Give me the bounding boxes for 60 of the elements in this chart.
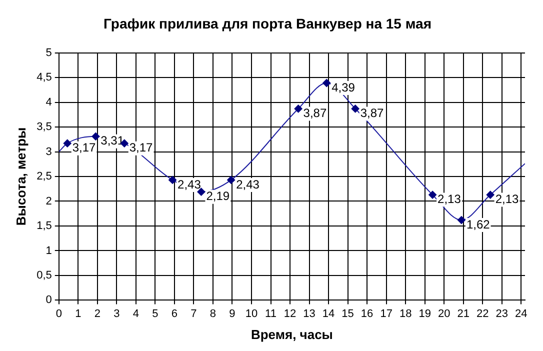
y-axis-title: Высота, метры [13, 127, 28, 226]
x-tick-label: 17 [380, 308, 392, 320]
x-tick-label: 24 [515, 308, 528, 320]
x-tick-label: 15 [342, 308, 354, 320]
point [63, 139, 72, 148]
x-tick-label: 12 [284, 308, 296, 320]
x-tick-label: 13 [303, 308, 316, 320]
x-tick-label: 6 [171, 308, 178, 320]
x-tick-label: 0 [56, 308, 62, 320]
point [457, 216, 466, 224]
data-label: 2,43 [236, 177, 260, 192]
y-tick-label: 1,5 [36, 220, 52, 232]
y-tick-label: 0,5 [36, 269, 52, 282]
x-tick-label: 18 [399, 308, 412, 320]
point [227, 176, 236, 184]
chart-title: График прилива для порта Ванкувер на 15 мая [104, 15, 432, 32]
y-tick-label: 4 [46, 96, 52, 108]
x-tick-label: 21 [457, 308, 470, 320]
x-tick-label: 8 [210, 308, 216, 320]
x-tick-label: 4 [132, 308, 139, 320]
y-tick-label: 1 [46, 244, 52, 257]
y-tick-label: 0 [46, 294, 52, 306]
x-tick-label: 10 [245, 308, 258, 320]
x-tick-label: 16 [360, 308, 374, 320]
x-tick-label: 2 [94, 308, 100, 320]
y-tick-label: 2,5 [36, 170, 52, 183]
y-tick-label: 3 [46, 146, 52, 158]
data-label: 1,62 [466, 217, 490, 232]
x-tick-label: 9 [229, 308, 236, 320]
point [294, 104, 302, 113]
point [351, 104, 360, 113]
x-tick-label: 1 [75, 308, 82, 320]
data-label: 3,17 [72, 140, 96, 155]
point [322, 78, 331, 87]
point [168, 176, 177, 184]
data-label: 2,13 [495, 192, 520, 206]
data-label: 3,87 [360, 106, 384, 120]
data-label: 3,17 [129, 140, 154, 155]
x-tick-label: 5 [152, 308, 158, 320]
y-tick-label: 3,5 [36, 121, 52, 134]
y-tick-label: 5 [46, 46, 52, 59]
data-label: 3,87 [303, 106, 327, 120]
data-label: 2,13 [438, 192, 462, 206]
y-tick-label: 4,5 [36, 72, 52, 84]
x-tick-label: 7 [190, 308, 197, 320]
x-tick-label: 3 [114, 308, 120, 320]
x-tick-label: 22 [476, 308, 489, 320]
point [92, 132, 100, 140]
data-label: 2,43 [178, 177, 202, 192]
x-axis-title: Время, часы [250, 326, 333, 342]
x-tick-label: 11 [265, 308, 276, 320]
data-label: 4,39 [332, 80, 356, 94]
point [486, 190, 494, 199]
x-tick-label: 14 [322, 308, 335, 320]
y-tick-label: 2 [46, 195, 52, 208]
data-label: 2,19 [206, 189, 230, 204]
x-tick-label: 19 [418, 308, 431, 320]
point [428, 190, 437, 199]
x-tick-label: 23 [496, 308, 508, 320]
x-tick-label: 20 [438, 308, 450, 320]
